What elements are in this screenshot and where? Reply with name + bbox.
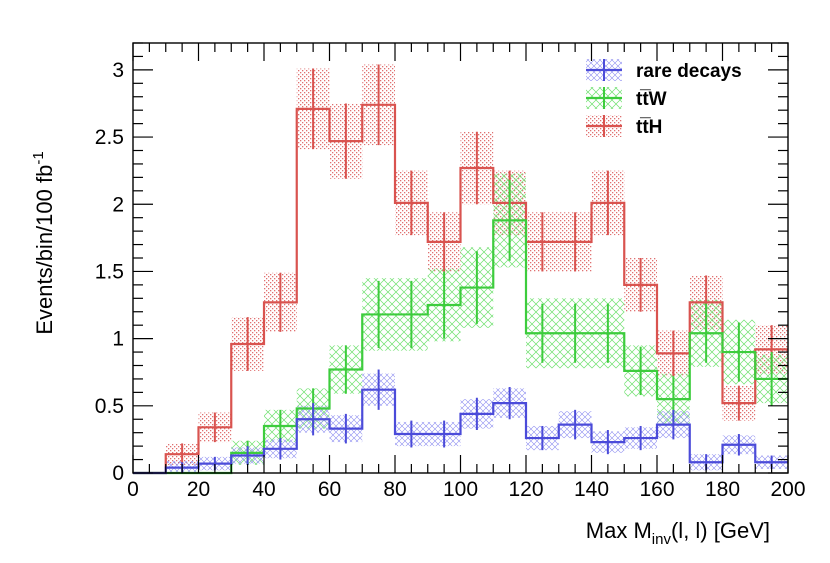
legend-label-2: tt̅H [636,117,662,138]
x-tick-label: 60 [318,478,341,501]
x-tick-label: 180 [705,478,740,501]
plot-area [133,64,788,475]
legend-label-1: tt̅W [636,89,667,110]
y-tick-label: 2.5 [95,126,124,149]
legend: rare decays tt̅W tt̅H [586,59,742,138]
y-axis-title-main: Events/bin/100 fb [32,165,57,335]
x-tick-label: 0 [127,478,139,501]
series-line-0 [133,388,788,475]
y-tick-label: 3 [112,59,124,82]
x-axis-title-sub: inv [652,531,672,548]
y-tick-label: 1.5 [95,260,124,283]
series-line-2 [133,103,788,475]
x-tick-label: 120 [508,478,543,501]
x-tick-label: 80 [383,478,406,501]
x-axis-title: Max Minv(l, l) [GeV] [586,518,770,548]
axes: 0 20 40 60 80 100 120 140 160 180 200 0 0.5 1 1.5 2 2.5… [95,42,806,501]
x-tick-label: 140 [574,478,609,501]
y-tick-label: 2 [112,193,124,216]
x-tick-label: 200 [770,478,805,501]
y-axis-title: Events/bin/100 fb-1 [30,151,57,334]
series-line-1 [133,219,788,475]
x-tick-label: 20 [187,478,210,501]
x-tick-label: 160 [639,478,674,501]
y-axis-title-sup: -1 [30,151,47,164]
y-tick-label: 1 [112,328,124,351]
x-tick-label: 40 [252,478,275,501]
y-tick-label: 0.5 [95,395,124,418]
y-tick-label: 0 [112,462,124,485]
x-tick-label: 100 [443,478,478,501]
legend-label-0: rare decays [636,61,742,82]
y-axis-ticks: 0 0.5 1 1.5 2 2.5 3 [95,42,788,485]
x-axis-ticks: 0 20 40 60 80 100 120 140 160 180 200 [127,43,806,501]
x-axis-title-main: Max M [586,518,652,543]
x-axis-title-rest: (l, l) [GeV] [671,518,770,543]
